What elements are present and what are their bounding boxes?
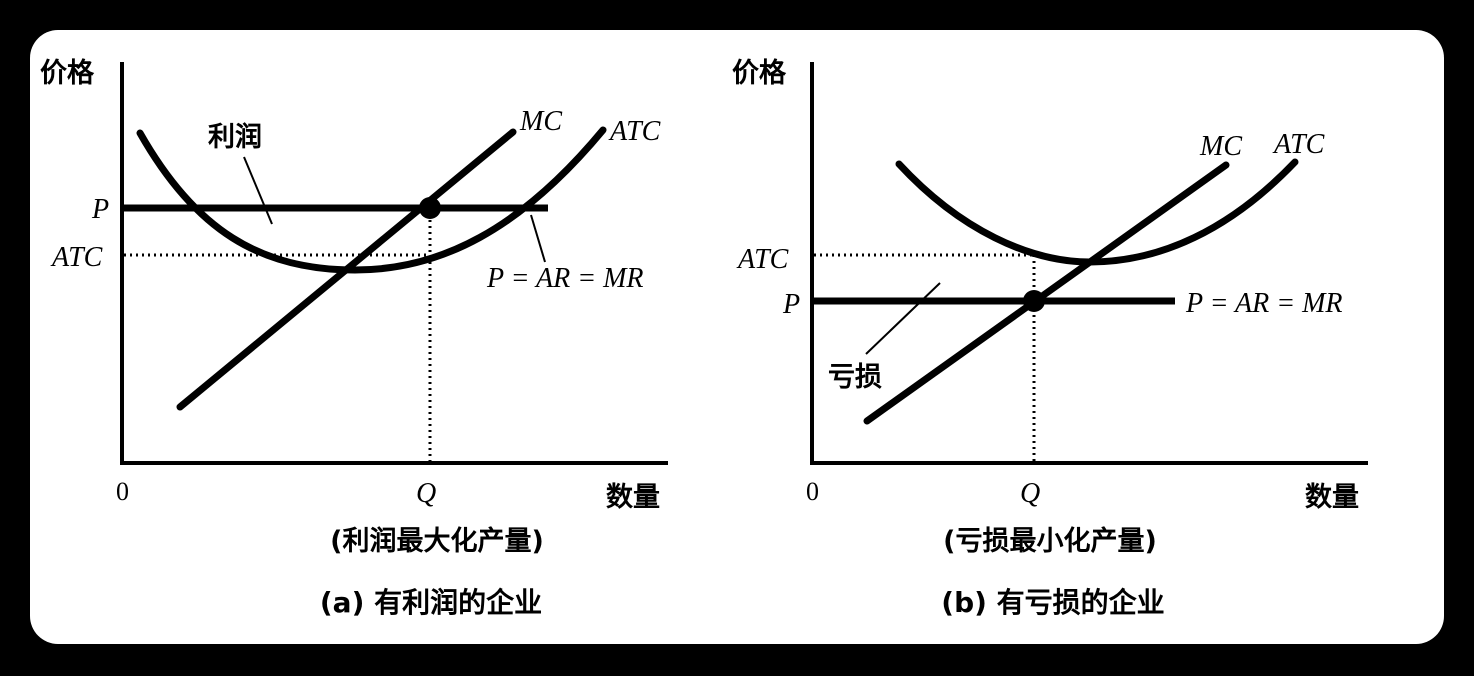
atc-label: ATC bbox=[608, 116, 661, 147]
atc-curve bbox=[895, 158, 1299, 266]
equilibrium-point bbox=[1023, 290, 1045, 312]
origin-label: 0 bbox=[806, 477, 819, 506]
mc-line bbox=[176, 128, 517, 411]
atc-tick-label: ATC bbox=[50, 242, 103, 273]
origin-label: 0 bbox=[116, 477, 129, 506]
price-label-leader bbox=[530, 214, 546, 263]
price-line-label: P = AR = MR bbox=[1185, 288, 1343, 319]
p-tick-label: P bbox=[91, 194, 109, 225]
panel-a-subtitle: (利润最大化产量) bbox=[330, 525, 544, 557]
panel-a-title: (a) 有利润的企业 bbox=[320, 586, 542, 619]
profit-label: 利润 bbox=[208, 121, 262, 153]
panel-b: 价格 ATC P 亏损 MC ATC P = AR = MR 0 Q 数量 (亏… bbox=[732, 58, 1368, 619]
x-axis-label: 数量 bbox=[1305, 482, 1359, 513]
mc-line bbox=[863, 161, 1230, 425]
atc-label: ATC bbox=[1272, 129, 1325, 160]
loss-leader bbox=[865, 282, 941, 355]
q-tick-label: Q bbox=[1020, 478, 1040, 509]
mc-label: MC bbox=[1199, 131, 1242, 162]
p-tick-label: P bbox=[782, 289, 800, 320]
y-axis-label: 价格 bbox=[40, 58, 95, 89]
y-axis-label: 价格 bbox=[732, 58, 787, 89]
panel-b-title: (b) 有亏损的企业 bbox=[941, 586, 1164, 619]
mc-label: MC bbox=[519, 106, 562, 137]
price-line-label: P = AR = MR bbox=[486, 263, 644, 294]
loss-label: 亏损 bbox=[828, 362, 882, 393]
panel-a: 价格 P ATC 利润 MC ATC P = AR = MR 0 Q 数量 (利… bbox=[40, 58, 668, 619]
x-axis-label: 数量 bbox=[606, 482, 660, 513]
panel-b-subtitle: (亏损最小化产量) bbox=[943, 526, 1157, 557]
atc-tick-label: ATC bbox=[736, 244, 789, 275]
profit-leader bbox=[243, 156, 273, 225]
equilibrium-point bbox=[419, 197, 441, 219]
q-tick-label: Q bbox=[416, 478, 436, 509]
